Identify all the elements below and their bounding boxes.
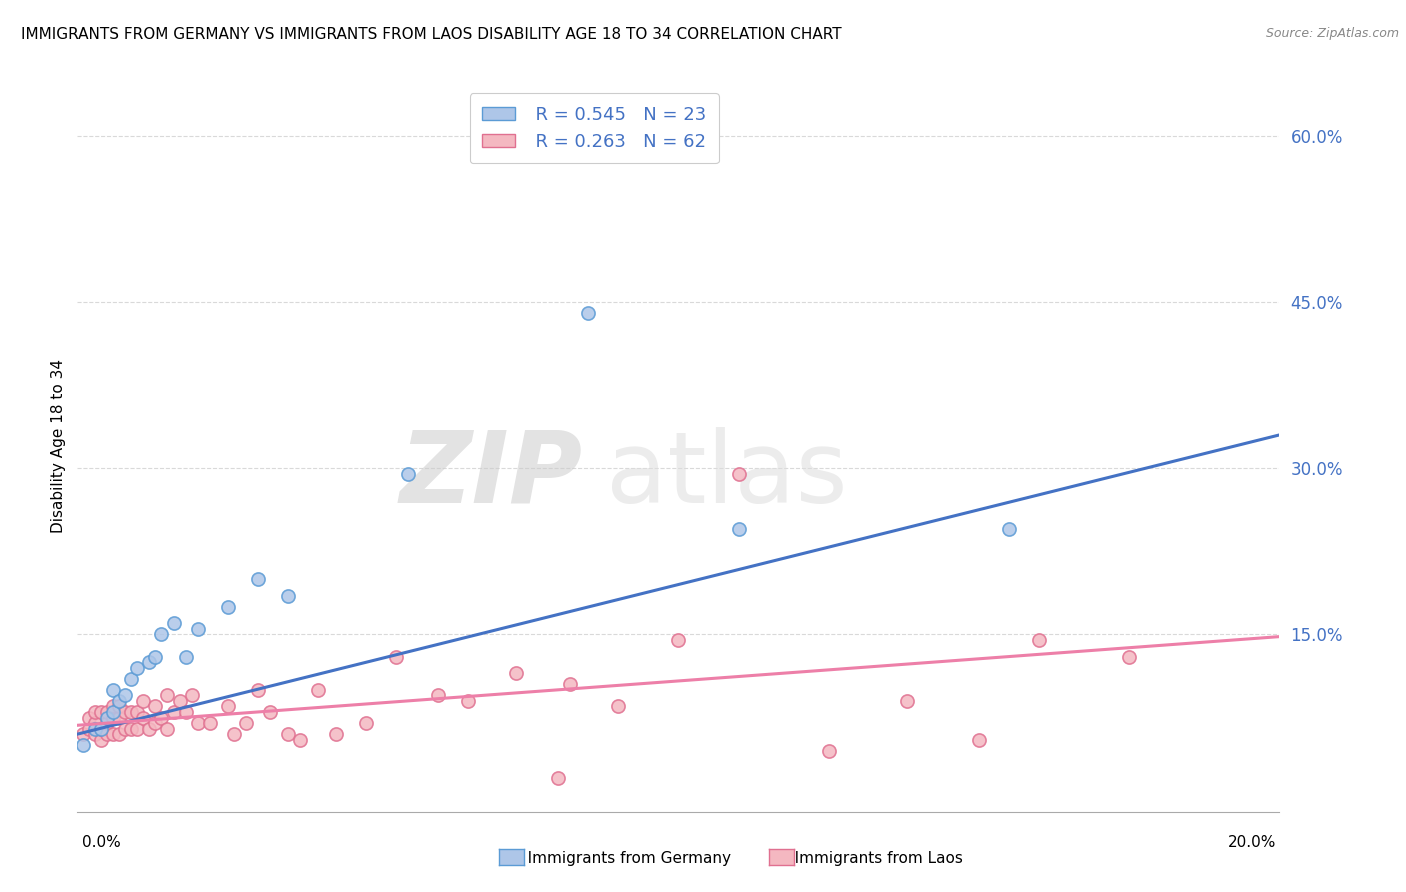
Point <box>114 722 136 736</box>
Point <box>72 738 94 752</box>
Point <box>84 716 107 731</box>
Point <box>998 522 1021 536</box>
Point <box>132 694 155 708</box>
Point <box>162 705 184 719</box>
Point <box>235 716 257 731</box>
Y-axis label: Disability Age 18 to 34: Disability Age 18 to 34 <box>51 359 66 533</box>
Point <box>246 572 269 586</box>
Point <box>505 666 527 681</box>
Text: Immigrants from Laos: Immigrants from Laos <box>780 851 963 865</box>
Point <box>103 699 125 714</box>
Point <box>217 699 239 714</box>
Point <box>457 694 479 708</box>
Point <box>96 710 118 724</box>
Text: Immigrants from Germany: Immigrants from Germany <box>513 851 731 865</box>
Point <box>79 722 101 736</box>
Point <box>96 705 118 719</box>
Point <box>108 727 131 741</box>
Point <box>174 649 197 664</box>
Point <box>120 722 142 736</box>
Point <box>84 705 107 719</box>
Point <box>727 522 749 536</box>
Point <box>277 589 299 603</box>
Text: IMMIGRANTS FROM GERMANY VS IMMIGRANTS FROM LAOS DISABILITY AGE 18 TO 34 CORRELAT: IMMIGRANTS FROM GERMANY VS IMMIGRANTS FR… <box>21 27 842 42</box>
Point <box>156 689 179 703</box>
Text: Source: ZipAtlas.com: Source: ZipAtlas.com <box>1265 27 1399 40</box>
Point <box>967 732 990 747</box>
Point <box>156 722 179 736</box>
Point <box>114 689 136 703</box>
Point <box>108 710 131 724</box>
Point <box>396 467 419 481</box>
Text: ZIP: ZIP <box>399 426 582 524</box>
Point <box>174 705 197 719</box>
Point <box>145 649 167 664</box>
Point <box>246 682 269 697</box>
Point <box>120 672 142 686</box>
Point <box>180 689 202 703</box>
Text: 0.0%: 0.0% <box>82 836 121 850</box>
Point <box>1028 632 1050 647</box>
Point <box>108 699 131 714</box>
Point <box>79 710 101 724</box>
Point <box>727 467 749 481</box>
Point <box>84 727 107 741</box>
Point <box>259 705 281 719</box>
Point <box>96 727 118 741</box>
Point <box>90 722 112 736</box>
Point <box>162 616 184 631</box>
Point <box>277 727 299 741</box>
Point <box>127 722 149 736</box>
Point <box>127 705 149 719</box>
Point <box>114 705 136 719</box>
Point <box>138 722 160 736</box>
Point <box>354 716 377 731</box>
Point <box>186 716 209 731</box>
Point <box>108 694 131 708</box>
Text: 20.0%: 20.0% <box>1229 836 1277 850</box>
Point <box>103 705 125 719</box>
Point <box>103 727 125 741</box>
Point <box>72 727 94 741</box>
Legend:   R = 0.545   N = 23,   R = 0.263   N = 62: R = 0.545 N = 23, R = 0.263 N = 62 <box>470 93 718 163</box>
Point <box>817 744 839 758</box>
Point <box>1118 649 1140 664</box>
Point <box>186 622 209 636</box>
Point <box>90 732 112 747</box>
Point <box>169 694 191 708</box>
Point <box>576 306 599 320</box>
Point <box>222 727 245 741</box>
Text: atlas: atlas <box>606 426 848 524</box>
Point <box>138 655 160 669</box>
Point <box>217 599 239 614</box>
Point <box>607 699 630 714</box>
Point <box>84 722 107 736</box>
Point <box>127 660 149 674</box>
Point <box>96 716 118 731</box>
Point <box>385 649 408 664</box>
Point <box>120 705 142 719</box>
Point <box>103 682 125 697</box>
Point <box>132 710 155 724</box>
Point <box>145 716 167 731</box>
Point <box>560 677 582 691</box>
Point <box>668 632 690 647</box>
Point <box>288 732 311 747</box>
Point <box>325 727 347 741</box>
Point <box>896 694 918 708</box>
Point <box>145 699 167 714</box>
Point <box>307 682 329 697</box>
Point <box>150 710 173 724</box>
Point <box>547 772 569 786</box>
Point <box>198 716 221 731</box>
Point <box>427 689 450 703</box>
Point <box>150 627 173 641</box>
Point <box>90 722 112 736</box>
Point <box>90 705 112 719</box>
Point <box>103 710 125 724</box>
